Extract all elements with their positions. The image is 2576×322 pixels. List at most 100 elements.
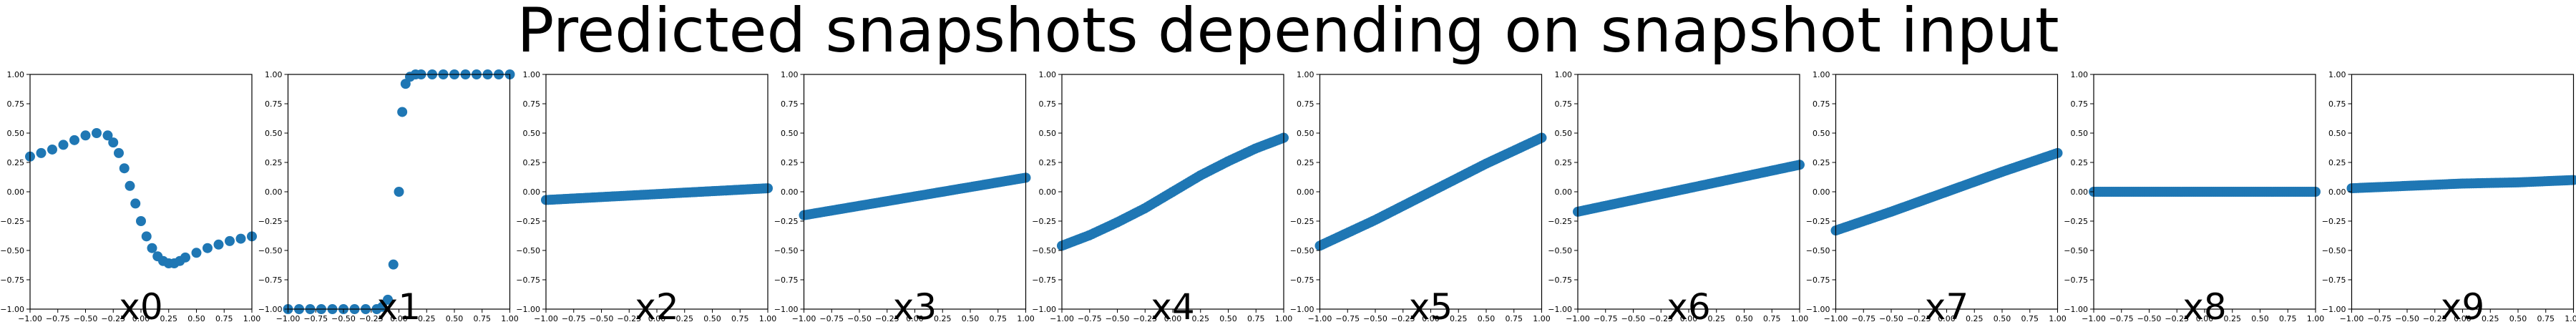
- data-point: [102, 130, 113, 141]
- subplot-x7: −1.00−0.75−0.50−0.250.000.250.500.751.00…: [1806, 70, 2067, 322]
- data-point: [36, 147, 47, 158]
- y-tick-label: 1.00: [265, 70, 283, 79]
- x-tick-label: 0.75: [731, 314, 749, 322]
- y-tick-label: 0.25: [2328, 158, 2346, 167]
- y-tick-label: −0.50: [1290, 246, 1314, 255]
- x-tick-label: −0.25: [1391, 314, 1415, 322]
- x-tick-label: 1.00: [759, 314, 777, 322]
- y-tick-label: 0.75: [781, 99, 799, 109]
- y-axis: −1.00 −0.75 −0.50 −0.25 0.00 0.25 0.50 0.75 1.00: [0, 70, 30, 314]
- x-tick-label: 0.75: [2279, 314, 2297, 322]
- data-point: [235, 233, 246, 244]
- data-point: [58, 140, 69, 150]
- x-tick-label: −0.50: [331, 314, 356, 322]
- y-tick-label: 0.00: [781, 187, 799, 197]
- y-tick-label: 0.50: [265, 129, 283, 138]
- y-tick-label: −0.75: [2064, 275, 2088, 285]
- y-tick-label: −1.00: [1548, 305, 1572, 314]
- y-tick-label: 0.00: [7, 187, 25, 197]
- x-tick-label: 0.00: [132, 314, 150, 322]
- y-tick-label: −0.75: [258, 275, 283, 285]
- data-point: [125, 180, 135, 191]
- y-tick-label: −0.75: [774, 275, 799, 285]
- data-point: [2568, 175, 2576, 185]
- y-axis: −1.00 −0.75 −0.50 −0.25 0.00 0.25 0.50 0.75 1.00: [1032, 70, 1062, 314]
- y-tick-label: −0.50: [1032, 246, 1056, 255]
- y-tick-label: 0.75: [2071, 99, 2089, 109]
- x-tick-label: 0.00: [1938, 314, 1956, 322]
- x-axis: −1.00−0.75−0.50−0.250.000.250.500.751.00: [2340, 309, 2576, 322]
- x-tick-label: 0.25: [418, 314, 436, 322]
- y-tick-label: 0.75: [523, 99, 541, 109]
- y-axis: −1.00 −0.75 −0.50 −0.25 0.00 0.25 0.50 0.75 1.00: [2322, 70, 2352, 314]
- y-tick-label: −0.50: [1806, 246, 1830, 255]
- scatter-points: [25, 128, 257, 269]
- y-tick-label: 0.50: [1297, 129, 1314, 138]
- y-tick-label: −0.25: [774, 217, 799, 226]
- x-tick-label: 0.75: [1506, 314, 1523, 322]
- data-point: [394, 187, 404, 197]
- y-tick-label: 0.50: [523, 129, 541, 138]
- data-point: [388, 259, 399, 270]
- x-tick-label: −1.00: [534, 314, 558, 322]
- x-tick-label: 0.75: [1247, 314, 1265, 322]
- x-tick-label: −0.25: [1907, 314, 1931, 322]
- y-tick-label: −0.25: [2064, 217, 2088, 226]
- x-tick-label: 0.25: [676, 314, 694, 322]
- subplot-x6: −1.00−0.75−0.50−0.250.000.250.500.751.00…: [1548, 70, 1808, 322]
- subplot-x3: −1.00−0.75−0.50−0.250.000.250.500.751.00…: [774, 70, 1035, 322]
- x-tick-label: −0.75: [2109, 314, 2134, 322]
- data-point: [136, 216, 146, 226]
- y-tick-label: 0.00: [2328, 187, 2346, 197]
- x-tick-label: −1.00: [2082, 314, 2106, 322]
- y-tick-label: 1.00: [2071, 70, 2089, 79]
- y-tick-label: 0.25: [1039, 158, 1057, 167]
- x-tick-label: −0.75: [2367, 314, 2391, 322]
- y-tick-label: 1.00: [781, 70, 799, 79]
- x-tick-label: −1.00: [792, 314, 816, 322]
- data-point: [80, 130, 91, 141]
- x-tick-label: −1.00: [276, 314, 301, 322]
- x-tick-label: 0.00: [2454, 314, 2472, 322]
- x-tick-label: 0.50: [1219, 314, 1237, 322]
- data-point: [225, 235, 235, 246]
- x-tick-label: −0.25: [875, 314, 899, 322]
- y-tick-label: −0.75: [1290, 275, 1314, 285]
- x-tick-label: 0.75: [1763, 314, 1781, 322]
- y-tick-label: 0.75: [1039, 99, 1057, 109]
- y-tick-label: −0.25: [258, 217, 283, 226]
- x-tick-label: −0.75: [819, 314, 844, 322]
- x-axis-label: x7: [1925, 286, 1968, 322]
- x-tick-label: 0.75: [474, 314, 492, 322]
- x-tick-label: −0.25: [2423, 314, 2447, 322]
- y-tick-label: −0.25: [1548, 217, 1572, 226]
- y-tick-label: 0.25: [1555, 158, 1573, 167]
- y-tick-label: 0.00: [265, 187, 283, 197]
- data-point: [114, 147, 124, 158]
- y-tick-label: 0.25: [1297, 158, 1314, 167]
- x-tick-label: 0.50: [2509, 314, 2527, 322]
- subplot-x8: −1.00−0.75−0.50−0.250.000.250.500.751.00…: [2064, 70, 2324, 322]
- y-tick-label: −0.50: [258, 246, 283, 255]
- x-tick-label: 0.50: [703, 314, 721, 322]
- x-tick-label: 1.00: [243, 314, 261, 322]
- y-tick-label: 0.25: [1813, 158, 1830, 167]
- y-axis: −1.00 −0.75 −0.50 −0.25 0.00 0.25 0.50 0.75 1.00: [774, 70, 804, 314]
- data-point: [147, 243, 157, 253]
- y-tick-label: −0.50: [516, 246, 540, 255]
- x-tick-label: −0.50: [1879, 314, 1903, 322]
- x-tick-label: 0.25: [2482, 314, 2499, 322]
- y-axis: −1.00 −0.75 −0.50 −0.25 0.00 0.25 0.50 0.75 1.00: [1806, 70, 1836, 314]
- x-tick-label: 0.25: [2224, 314, 2242, 322]
- subplot-x9: −1.00−0.75−0.50−0.250.000.250.500.751.00…: [2322, 70, 2576, 322]
- y-tick-label: 1.00: [1039, 70, 1057, 79]
- y-tick-label: 0.00: [523, 187, 541, 197]
- x-tick-label: 1.00: [1791, 314, 1809, 322]
- y-tick-label: −0.75: [516, 275, 540, 285]
- y-tick-label: 0.50: [1813, 129, 1830, 138]
- y-tick-label: −0.25: [1806, 217, 1830, 226]
